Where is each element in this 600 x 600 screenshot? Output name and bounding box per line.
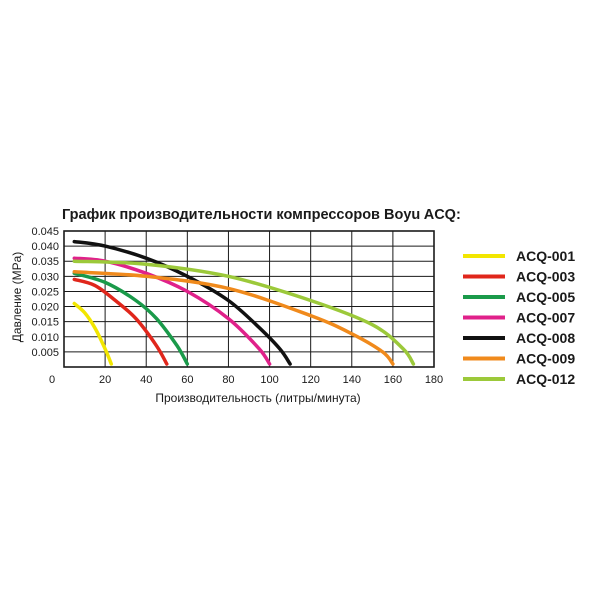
- legend-item-acq-003: ACQ-003: [463, 269, 575, 285]
- legend-label: ACQ-007: [516, 310, 575, 326]
- y-tick-label: 0.045: [31, 226, 59, 238]
- y-axis-label: Давление (MPa): [10, 252, 24, 343]
- series-line-acq-005: [72, 271, 190, 366]
- legend-item-acq-005: ACQ-005: [463, 289, 575, 305]
- x-tick-label: 120: [301, 374, 319, 386]
- y-tick-label: 0.005: [31, 347, 59, 359]
- legend-item-acq-009: ACQ-009: [463, 351, 575, 367]
- x-tick-label: 0: [49, 374, 55, 386]
- series-line-acq-003: [72, 277, 169, 366]
- legend-label: ACQ-003: [516, 269, 575, 285]
- series-lines: [72, 239, 416, 366]
- legend-label: ACQ-005: [516, 289, 575, 305]
- series-line-acq-009: [72, 270, 395, 366]
- x-tick-label: 140: [343, 374, 361, 386]
- y-tick-label: 0.025: [31, 286, 59, 298]
- x-tick-label: 80: [222, 374, 234, 386]
- x-axis-label: Производительность (литры/минута): [155, 391, 360, 405]
- legend-label: ACQ-009: [516, 351, 575, 367]
- x-tick-label: 160: [384, 374, 402, 386]
- legend-label: ACQ-012: [516, 371, 575, 387]
- legend-label: ACQ-001: [516, 248, 575, 264]
- y-tick-label: 0.040: [31, 241, 59, 253]
- chart-title: График производительности компрессоров B…: [62, 207, 461, 223]
- y-tick-label: 0.030: [31, 271, 59, 283]
- y-tick-label: 0.010: [31, 332, 59, 344]
- x-tick-label: 20: [99, 374, 111, 386]
- x-tick-label: 180: [425, 374, 443, 386]
- legend-item-acq-007: ACQ-007: [463, 310, 575, 326]
- x-tick-label: 100: [260, 374, 278, 386]
- legend-item-acq-008: ACQ-008: [463, 330, 575, 346]
- y-tick-label: 0.015: [31, 317, 59, 329]
- series-line-acq-001: [72, 301, 114, 366]
- plot-frame: [63, 230, 435, 368]
- series-line-acq-012: [72, 259, 416, 366]
- series-line-acq-008: [72, 239, 292, 366]
- legend-label: ACQ-008: [516, 330, 575, 346]
- x-axis-ticks: 0 20 40 60 80 100 120 140 160 180: [49, 374, 443, 386]
- x-tick-label: 40: [140, 374, 152, 386]
- y-tick-label: 0.035: [31, 256, 59, 268]
- legend: ACQ-001 ACQ-003 ACQ-005 ACQ-007 ACQ-008 ACQ-0…: [463, 248, 575, 387]
- y-axis-ticks: 0.005 0.010 0.015 0.020 0.025 0.030 0.035 0.040…: [31, 226, 59, 359]
- y-tick-label: 0.020: [31, 302, 59, 314]
- x-tick-label: 60: [181, 374, 193, 386]
- legend-item-acq-001: ACQ-001: [463, 248, 575, 264]
- legend-item-acq-012: ACQ-012: [463, 371, 575, 387]
